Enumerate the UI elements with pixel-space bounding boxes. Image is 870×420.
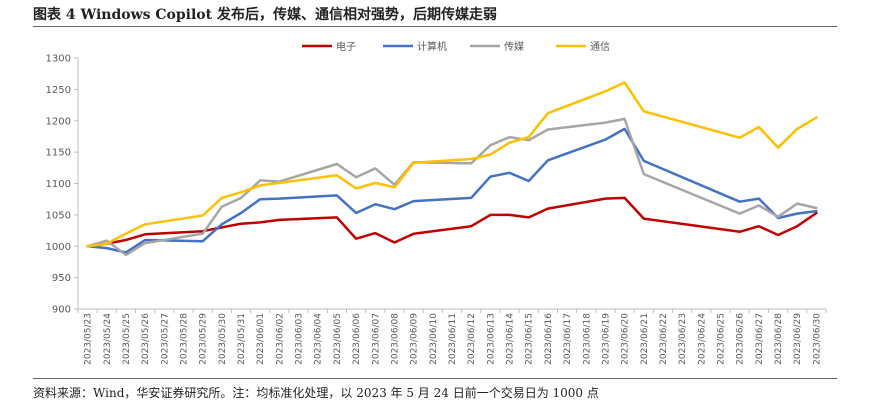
- legend-label-电子: 电子: [336, 40, 356, 53]
- x-tick-label: 2023/05/26: [141, 313, 151, 365]
- x-tick-label: 2023/06/01: [256, 313, 266, 365]
- y-axis: 900 950 1000 1050 1100 1150 1200 1250 1300: [46, 54, 79, 316]
- x-tick-label: 2023/06/23: [678, 313, 688, 365]
- y-tick-label: 950: [52, 273, 71, 284]
- x-tick-label: 2023/06/27: [755, 313, 765, 365]
- x-tick-label: 2023/05/27: [160, 313, 170, 365]
- x-tick-label: 2023/06/07: [371, 313, 381, 365]
- chart-title: 图表 4 Windows Copilot 发布后，传媒、通信相对强势，后期传媒走…: [33, 7, 497, 23]
- x-tick-label: 2023/06/20: [621, 313, 631, 365]
- x-tick-label: 2023/06/09: [410, 313, 420, 365]
- x-axis: 2023/05/23 2023/05/24 2023/05/25 2023/05/26…: [77, 308, 827, 365]
- x-tick-label: 2023/06/22: [659, 313, 669, 365]
- x-tick-label: 2023/06/17: [563, 313, 573, 365]
- x-tick-label: 2023/06/02: [275, 313, 285, 365]
- x-tick-label: 2023/06/11: [448, 313, 458, 365]
- x-tick-label: 2023/06/06: [352, 313, 362, 365]
- x-tick-label: 2023/05/23: [84, 313, 94, 365]
- legend-label-计算机: 计算机: [417, 40, 447, 53]
- source-note: 资料来源：Wind，华安证券研究所。注：均标准化处理，以 2023 年 5 月 …: [33, 386, 599, 400]
- x-tick-label: 2023/06/21: [640, 313, 650, 365]
- x-tick-label: 2023/06/12: [467, 313, 477, 365]
- x-tick-label: 2023/06/03: [295, 313, 305, 365]
- x-tick-label: 2023/05/29: [199, 313, 209, 365]
- x-tick-label: 2023/06/18: [582, 313, 592, 365]
- y-tick-label: 1200: [46, 116, 71, 127]
- x-tick-label: 2023/06/05: [333, 313, 343, 365]
- x-tick-label: 2023/05/25: [122, 313, 132, 365]
- y-tick-label: 1250: [46, 85, 71, 96]
- x-tick-label: 2023/06/19: [601, 313, 611, 365]
- x-tick-label: 2023/06/15: [525, 313, 535, 365]
- top-rule: [33, 26, 837, 27]
- y-tick-label: 1300: [46, 54, 71, 65]
- y-tick-label: 900: [52, 305, 71, 316]
- x-tick-label: 2023/06/25: [717, 313, 727, 365]
- x-tick-label: 2023/05/30: [218, 313, 228, 365]
- x-tick-label: 2023/06/10: [429, 313, 439, 365]
- y-tick-label: 1050: [46, 210, 71, 221]
- x-tick-label: 2023/05/28: [179, 313, 189, 365]
- x-tick-label: 2023/06/29: [793, 313, 803, 365]
- x-tick-label: 2023/06/30: [812, 313, 822, 365]
- series-line-通信: [86, 81, 818, 248]
- series-line-计算机: [86, 127, 818, 254]
- x-tick-label: 2023/06/04: [314, 313, 324, 365]
- x-tick-label: 2023/06/16: [544, 313, 554, 365]
- plot-area: [86, 81, 818, 257]
- x-tick-label: 2023/06/26: [736, 313, 746, 365]
- legend-label-通信: 通信: [590, 41, 610, 53]
- series-line-电子: [86, 196, 818, 248]
- y-tick-label: 1100: [46, 179, 71, 190]
- bottom-rule: [33, 378, 837, 379]
- legend: 电子 计算机 传媒 通信: [302, 40, 610, 53]
- line-chart: 电子 计算机 传媒 通信 900 950 1000 1050 1100 1150 1200 1250…: [46, 40, 827, 365]
- x-tick-label: 2023/06/14: [506, 313, 516, 365]
- x-tick-label: 2023/06/24: [697, 313, 707, 365]
- x-tick-label: 2023/06/08: [390, 313, 400, 365]
- x-tick-label: 2023/05/31: [237, 313, 247, 365]
- x-tick-label: 2023/06/13: [486, 313, 496, 365]
- x-tick-label: 2023/06/28: [774, 313, 784, 365]
- y-tick-label: 1150: [46, 148, 71, 159]
- legend-label-传媒: 传媒: [504, 41, 524, 53]
- x-tick-label: 2023/05/24: [103, 313, 113, 365]
- y-tick-label: 1000: [46, 242, 71, 253]
